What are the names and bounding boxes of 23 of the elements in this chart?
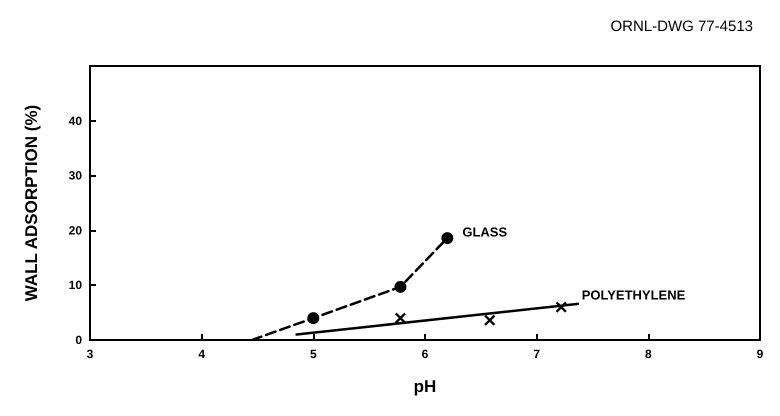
- series-label: POLYETHYLENE: [582, 288, 686, 303]
- y-tick-label: 40: [68, 114, 82, 128]
- point: [556, 302, 567, 313]
- series-label: GLASS: [462, 224, 508, 240]
- x-tick-label: 3: [86, 347, 94, 361]
- x-axis-title: pH: [414, 377, 436, 396]
- x-tick-label: 6: [422, 347, 429, 361]
- y-tick-label: 10: [68, 278, 82, 292]
- x-tick-label: 7: [533, 347, 540, 361]
- x-tick-label: 4: [198, 347, 206, 361]
- x-tick-label: 5: [310, 347, 317, 361]
- y-tick-label: 20: [68, 223, 82, 238]
- point: [394, 312, 406, 324]
- point: [307, 312, 320, 324]
- y-tick-label: 30: [68, 168, 82, 183]
- x-tick-label: 9: [756, 347, 764, 361]
- text: ORNL-DWG 77-4513: [610, 18, 754, 35]
- point: [394, 280, 406, 293]
- point: [484, 314, 496, 326]
- y-axis-title: WALL ADSORPTION (%): [22, 104, 41, 302]
- point: [441, 232, 454, 244]
- y-tick-label: 0: [75, 333, 82, 347]
- x-tick-label: 8: [644, 347, 652, 361]
